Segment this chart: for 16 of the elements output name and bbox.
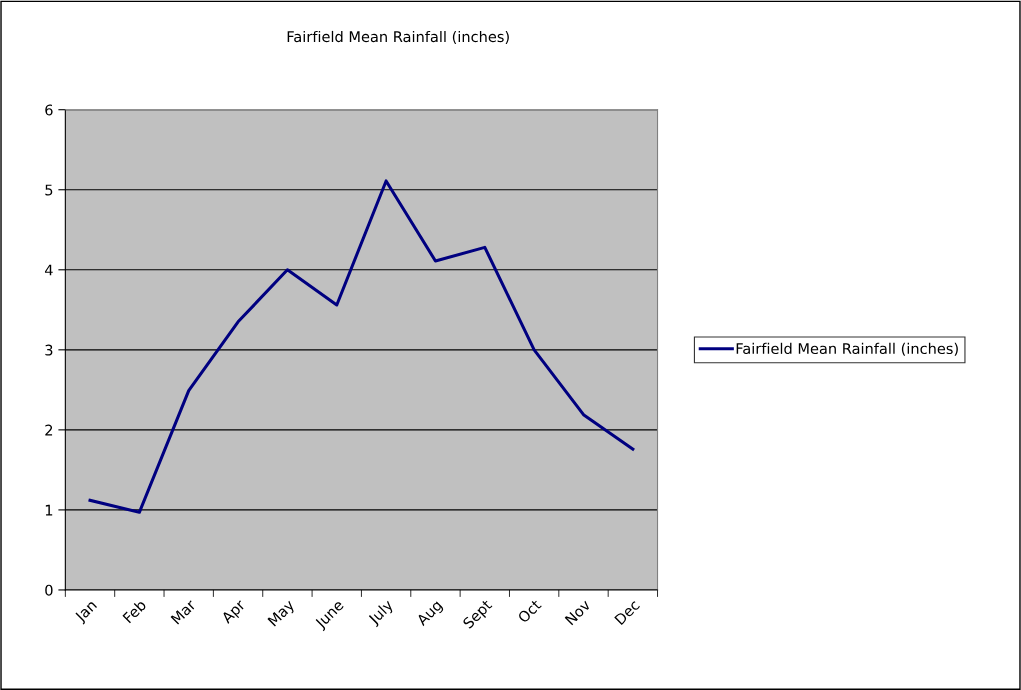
legend-label: Fairfield Mean Rainfall (inches) — [736, 342, 958, 356]
x-tick-label: Nov — [564, 598, 592, 626]
y-tick-label: 5 — [45, 184, 53, 196]
y-tick-label: 0 — [45, 584, 53, 596]
y-tick-label: 3 — [45, 344, 53, 356]
x-tick-label: Jan — [73, 599, 100, 625]
y-tick-label: 1 — [45, 504, 53, 516]
y-tick-label: 2 — [45, 424, 53, 436]
x-tick-label: Feb — [122, 598, 147, 624]
chart-title: Fairfield Mean Rainfall (inches) — [287, 30, 509, 44]
line-series — [88, 179, 635, 514]
y-tick-label: 6 — [45, 104, 53, 116]
x-tick-label: Dec — [614, 599, 641, 626]
x-tick-label: Oct — [517, 598, 542, 624]
y-tick-label: 4 — [44, 264, 53, 276]
x-tick-label: Apr — [220, 598, 249, 627]
